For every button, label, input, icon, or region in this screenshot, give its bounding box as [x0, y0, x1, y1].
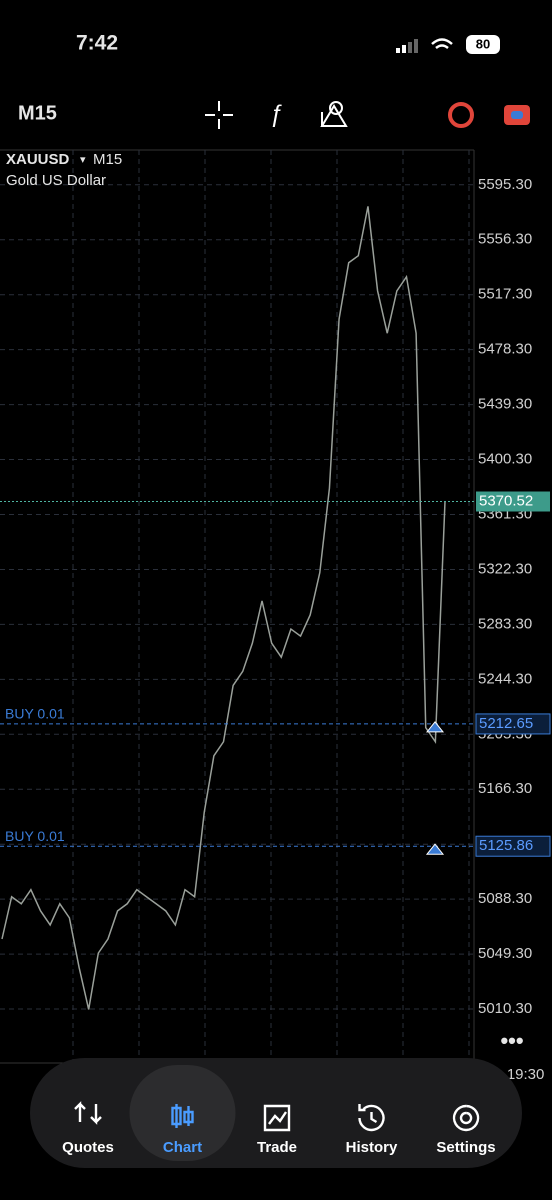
symbol: XAUUSD: [6, 151, 70, 168]
dropdown-arrow[interactable]: ▾: [80, 154, 86, 166]
nav-item[interactable]: Quotes: [62, 1139, 114, 1156]
nav-item[interactable]: Chart: [163, 1139, 202, 1156]
nav-item[interactable]: Trade: [257, 1139, 297, 1156]
nav-items: Quotes Chart Trade History Settings: [62, 1065, 496, 1161]
current-price: 5370.52: [479, 492, 533, 509]
nav-icon: [171, 1104, 194, 1128]
wifi-icon: [431, 38, 453, 50]
nav-icon: [263, 1104, 291, 1132]
order-label: BUY 0.01: [5, 828, 65, 844]
y-tick-label: 5556.30: [478, 231, 532, 248]
toolbar-icons[interactable]: ƒ: [205, 100, 530, 129]
more-button[interactable]: •••: [500, 1028, 523, 1053]
y-tick-label: 5478.30: [478, 341, 532, 358]
order-price-box: [475, 835, 551, 857]
y-tick-label: 5439.30: [478, 396, 532, 413]
order-label: BUY 0.01: [5, 706, 65, 722]
nav-icon: [452, 1104, 480, 1132]
y-tick-label: 5010.30: [478, 1000, 532, 1017]
svg-text:ƒ: ƒ: [269, 100, 282, 127]
status-time: 7:42: [76, 32, 118, 55]
order-price: 5125.86: [479, 837, 533, 854]
y-tick-label: 5166.30: [478, 780, 532, 797]
y-tick-label: 5088.30: [478, 890, 532, 907]
y-tick-label: 5283.30: [478, 615, 532, 632]
nav-item[interactable]: Settings: [436, 1139, 495, 1156]
price-line: [1, 206, 446, 1010]
chart: 5595.30 5556.30 5517.30 5478.30 5439.30 5400.…: [0, 149, 551, 1083]
chart-timeframe: M15: [93, 151, 122, 168]
order-price: 5212.65: [479, 715, 533, 732]
order-price-box: [475, 713, 551, 735]
y-tick-label: 5322.30: [478, 560, 532, 577]
nav-active-pill: [129, 1065, 236, 1161]
symbol-description: Gold US Dollar: [6, 172, 106, 189]
y-tick-label: 5049.30: [478, 945, 532, 962]
y-tick-label: 5400.30: [478, 451, 532, 468]
battery: [466, 35, 500, 54]
nav-item[interactable]: History: [346, 1139, 398, 1156]
y-tick-label: 5244.30: [478, 670, 532, 687]
nav-icon: [74, 1101, 102, 1125]
battery-level: 80: [476, 36, 490, 51]
y-tick-label: 5517.30: [478, 286, 532, 303]
order-marker: [425, 721, 445, 733]
order-marker: [425, 843, 445, 855]
timeframe-button[interactable]: M15: [18, 102, 57, 124]
y-tick-label: 5595.30: [478, 176, 532, 193]
current-price-box: [476, 491, 550, 512]
signal-icon: [396, 39, 418, 53]
nav-icon: [358, 1104, 385, 1132]
